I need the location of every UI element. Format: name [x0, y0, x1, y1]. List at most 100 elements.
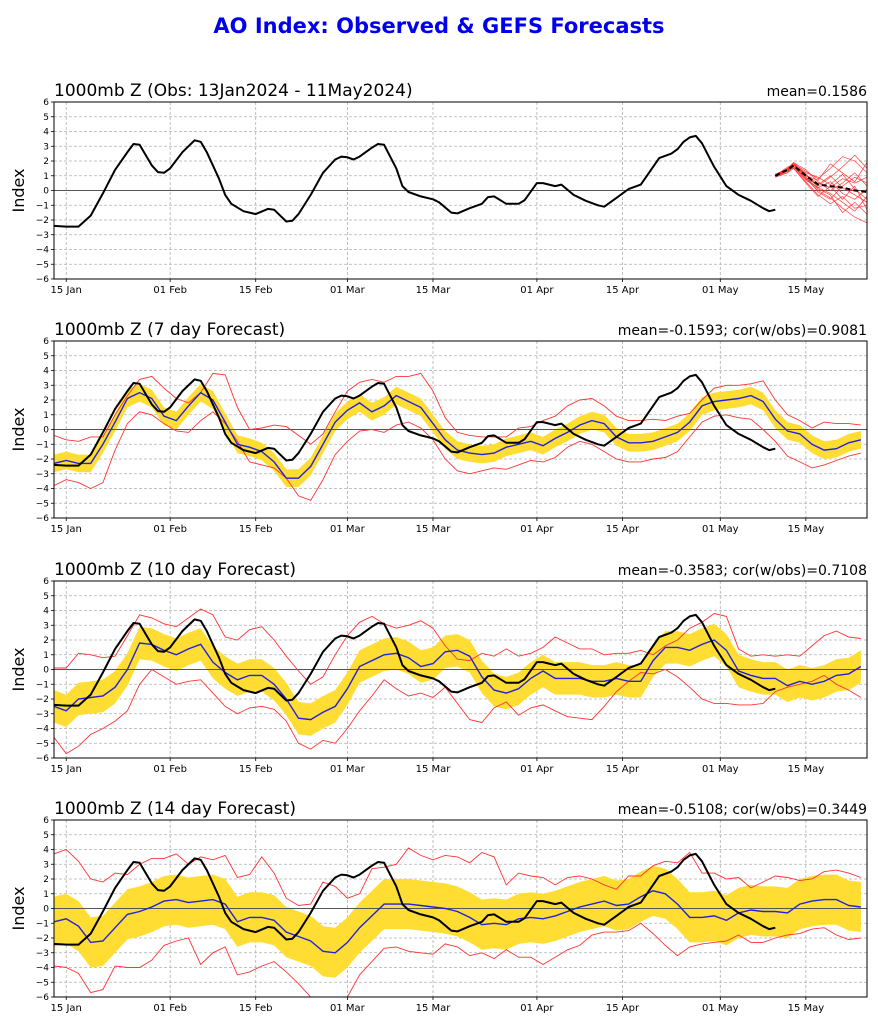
- y-tick-label: −1: [36, 440, 49, 450]
- y-tick-label: 1: [43, 172, 49, 182]
- y-tick-label: −2: [36, 216, 49, 226]
- y-tick-label: 5: [43, 592, 49, 602]
- ensemble-spread-band: [54, 865, 861, 978]
- y-tick-label: 3: [43, 381, 49, 391]
- y-tick-label: 5: [43, 831, 49, 841]
- x-tick-label: 01 Mar: [330, 524, 366, 535]
- ensemble-max-line: [54, 608, 861, 685]
- ensemble-spread-band: [54, 383, 861, 487]
- x-tick-label: 01 Feb: [153, 1003, 187, 1014]
- x-tick-label: 15 Apr: [606, 285, 640, 296]
- x-tick-label: 15 May: [788, 1003, 825, 1014]
- ensemble-mean-line: [54, 890, 861, 954]
- observed-line: [54, 373, 776, 467]
- ensemble-member-line: [775, 162, 867, 183]
- x-tick-label: 15 Feb: [239, 285, 273, 296]
- y-tick-label: −3: [36, 710, 49, 720]
- x-tick-label: 01 Feb: [153, 285, 187, 296]
- panel-stats: mean=-0.1593; cor(w/obs)=0.9081: [618, 323, 867, 339]
- y-tick-label: 1: [43, 890, 49, 900]
- ensemble-member-line: [775, 168, 867, 210]
- y-tick-label: −4: [36, 725, 50, 735]
- plot-area: [54, 372, 867, 501]
- x-tick-label: 15 Jan: [51, 764, 82, 775]
- panel-title: 1000mb Z (7 day Forecast): [54, 320, 285, 340]
- panel-title: 1000mb Z (Obs: 13Jan2024 - 11May2024): [54, 81, 413, 101]
- observed-line: [54, 134, 776, 228]
- observed-line: [54, 613, 776, 707]
- axes-frame: [53, 819, 868, 998]
- y-tick-label: 2: [43, 636, 49, 646]
- y-tick-label: 4: [43, 367, 49, 377]
- y-axis-label: Index: [9, 886, 28, 930]
- y-tick-label: 1: [43, 411, 49, 421]
- axes-frame: [53, 101, 868, 280]
- x-tick-label: 15 Mar: [416, 524, 452, 535]
- y-tick-label: 4: [43, 128, 49, 138]
- y-tick-label: 6: [43, 98, 49, 108]
- figure-title: AO Index: Observed & GEFS Forecasts: [213, 14, 665, 38]
- y-tick-label: −3: [36, 949, 49, 959]
- panel-title: 1000mb Z (10 day Forecast): [54, 560, 296, 580]
- ensemble-max-line: [54, 372, 861, 445]
- y-tick-label: 6: [43, 577, 49, 587]
- x-tick-label: 01 Apr: [520, 524, 554, 535]
- y-axis-label: Index: [9, 407, 28, 451]
- x-tick-label: 01 Apr: [520, 764, 554, 775]
- panel-stats: mean=0.1586: [767, 84, 868, 100]
- y-tick-label: −3: [36, 231, 49, 241]
- y-tick-label: 6: [43, 816, 49, 826]
- x-tick-label: 01 May: [702, 524, 739, 535]
- y-tick-label: −2: [36, 455, 49, 465]
- ensemble-member-line: [775, 162, 867, 191]
- y-tick-label: 0: [43, 666, 49, 676]
- x-tick-label: 15 Apr: [606, 764, 640, 775]
- y-tick-label: −6: [36, 993, 50, 1003]
- ensemble-member-line: [775, 164, 867, 212]
- y-tick-label: 3: [43, 860, 49, 870]
- x-tick-label: 15 May: [788, 764, 825, 775]
- panel-fc7: 1000mb Z (7 day Forecast) mean=-0.1593; c…: [9, 320, 868, 535]
- panel-fc10: 1000mb Z (10 day Forecast) mean=-0.3583; …: [9, 560, 868, 775]
- y-tick-label: −5: [36, 739, 49, 749]
- panel-obs: 1000mb Z (Obs: 13Jan2024 - 11May2024) mea…: [9, 81, 868, 296]
- y-tick-label: 3: [43, 621, 49, 631]
- ensemble-min-line: [54, 922, 861, 997]
- y-tick-label: 5: [43, 113, 49, 123]
- x-tick-label: 15 Feb: [239, 524, 273, 535]
- y-tick-label: −1: [36, 201, 49, 211]
- x-tick-label: 15 Feb: [239, 1003, 273, 1014]
- ensemble-mean-line: [54, 639, 862, 721]
- y-tick-label: −4: [36, 246, 50, 256]
- plot-area: [54, 608, 867, 755]
- y-tick-label: −4: [36, 964, 50, 974]
- y-tick-label: −1: [36, 919, 49, 929]
- x-tick-label: 15 Feb: [239, 764, 273, 775]
- y-tick-label: 3: [43, 142, 49, 152]
- y-tick-label: −5: [36, 978, 49, 988]
- x-tick-label: 15 Jan: [51, 1003, 82, 1014]
- y-tick-label: 0: [43, 905, 49, 915]
- y-tick-label: −6: [36, 275, 50, 285]
- x-tick-label: 01 Feb: [153, 524, 187, 535]
- panel-stats: mean=-0.3583; cor(w/obs)=0.7108: [618, 563, 867, 579]
- panel-stats: mean=-0.5108; cor(w/obs)=0.3449: [618, 802, 867, 818]
- x-tick-label: 01 Apr: [520, 1003, 554, 1014]
- y-tick-label: 0: [43, 187, 49, 197]
- y-axis-label: Index: [9, 168, 28, 212]
- x-tick-label: 15 Mar: [416, 764, 452, 775]
- y-tick-label: −6: [36, 754, 50, 764]
- plot-area: [54, 847, 867, 997]
- x-tick-label: 15 May: [788, 285, 825, 296]
- x-tick-label: 15 Apr: [606, 524, 640, 535]
- y-tick-label: 2: [43, 157, 49, 167]
- ensemble-mean-dashed-line: [774, 164, 867, 193]
- y-tick-label: −5: [36, 499, 49, 509]
- y-tick-label: 2: [43, 875, 49, 885]
- panel-fc14: 1000mb Z (14 day Forecast) mean=-0.5108; …: [9, 799, 868, 1014]
- y-tick-label: 4: [43, 607, 49, 617]
- x-tick-label: 15 Mar: [416, 285, 452, 296]
- ensemble-min-line: [54, 411, 862, 501]
- axes-frame: [53, 340, 868, 519]
